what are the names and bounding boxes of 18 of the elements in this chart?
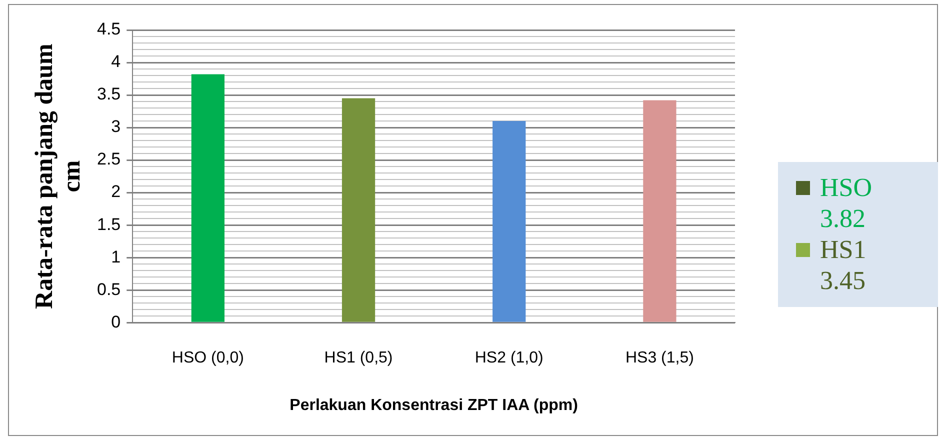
x-tick-label: HS3 (1,5) <box>625 350 694 367</box>
y-tick-label: 1.5 <box>96 214 121 234</box>
y-tick-label: 3.5 <box>96 84 121 104</box>
text: HS1 3.45 <box>820 234 868 296</box>
x-tick-label: HS1 (0,5) <box>324 350 393 367</box>
y-tick-label: 0 <box>111 312 121 332</box>
y-tick-label: 4 <box>111 52 121 72</box>
x-tick-label: HS2 (1,0) <box>474 350 544 367</box>
text: HSO 3.82 <box>820 172 874 234</box>
x-axis-title: Perlakuan Konsentrasi ZPT IAA (ppm) <box>290 396 578 414</box>
y-tick-label: 0.5 <box>96 280 121 299</box>
x-tick-label: HSO (0,0) <box>172 350 244 367</box>
y-tick-label: 2.5 <box>96 150 121 169</box>
y-axis-title: Rata-rata panjang daum cm <box>31 43 86 309</box>
y-tick-label: 2 <box>111 182 121 202</box>
y-tick-label: 1 <box>111 247 121 266</box>
y-tick-label: 4.5 <box>96 20 121 39</box>
y-tick-label: 3 <box>111 117 121 136</box>
